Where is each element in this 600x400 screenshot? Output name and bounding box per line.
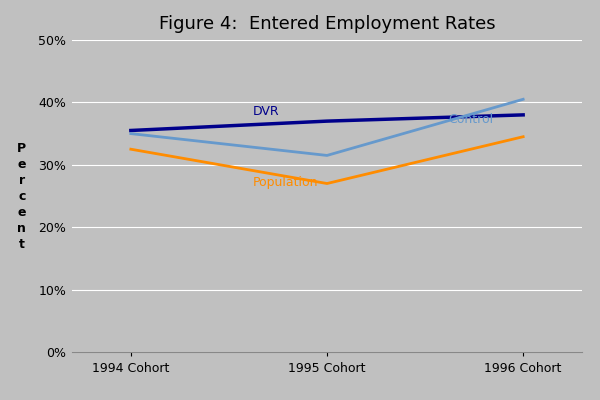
Y-axis label: P
e
r
c
e
n
t: P e r c e n t	[17, 142, 26, 250]
Title: Figure 4:  Entered Employment Rates: Figure 4: Entered Employment Rates	[158, 15, 496, 33]
Text: Population: Population	[253, 176, 318, 189]
Text: Control: Control	[449, 113, 494, 126]
Text: DVR: DVR	[253, 105, 279, 118]
